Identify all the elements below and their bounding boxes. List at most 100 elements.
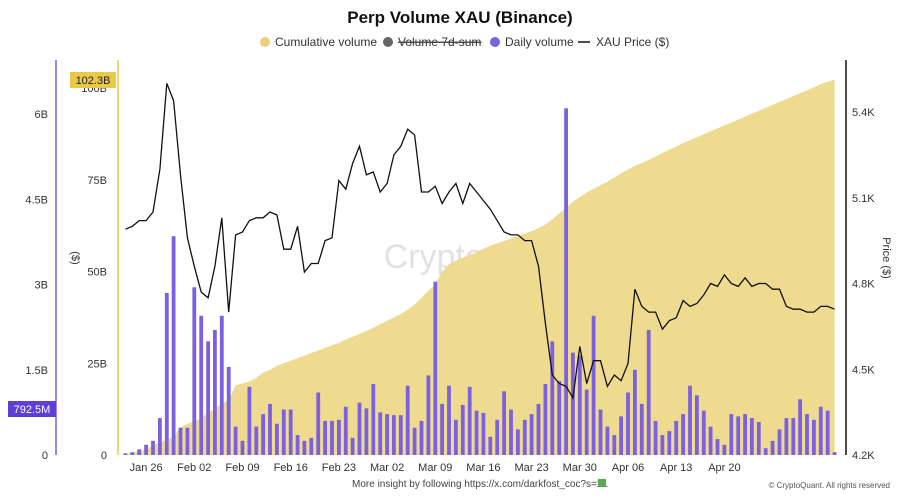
daily-bar xyxy=(543,384,548,455)
daily-bar xyxy=(577,355,582,455)
daily-bar xyxy=(695,395,699,455)
daily-bar xyxy=(571,352,575,455)
daily-bar xyxy=(398,415,403,455)
x-tick-label: Mar 23 xyxy=(514,462,548,474)
daily-bar xyxy=(185,427,190,455)
daily-bar xyxy=(832,452,837,455)
left-inner-tick-label: 0 xyxy=(101,450,107,462)
daily-bar xyxy=(206,341,210,455)
right-tick-label: 5.1K xyxy=(852,193,875,205)
money-icon xyxy=(598,479,606,487)
legend-cumulative-label[interactable]: Cumulative volume xyxy=(275,35,377,49)
daily-bar xyxy=(392,415,396,455)
daily-bar xyxy=(454,419,458,455)
cumulative-area-group xyxy=(125,79,835,455)
daily-bar xyxy=(626,392,630,455)
daily-bar xyxy=(378,412,383,455)
daily-bar xyxy=(605,426,610,455)
cumulative-badge-text: 102.3B xyxy=(76,75,111,87)
legend-daily-label[interactable]: Daily volume xyxy=(505,35,574,49)
daily-bar xyxy=(818,406,823,455)
daily-bar xyxy=(164,293,169,455)
daily-bar xyxy=(158,418,162,455)
daily-bar xyxy=(812,419,816,455)
daily-bar xyxy=(323,420,327,455)
daily-bar xyxy=(798,399,802,455)
daily-bar xyxy=(302,440,307,455)
daily-bar xyxy=(213,330,217,455)
left-outer-tick-label: 4.5B xyxy=(25,194,48,206)
left-inner-tick-label: 50B xyxy=(87,267,107,279)
price-line-group xyxy=(125,83,835,400)
daily-bar xyxy=(474,410,479,455)
daily-bar xyxy=(550,341,555,455)
daily-bar xyxy=(440,403,444,455)
daily-bar xyxy=(309,437,314,455)
daily-bar xyxy=(192,287,197,455)
daily-bar xyxy=(233,426,238,455)
left-outer-tick-label: 6B xyxy=(35,109,48,121)
legend-7d-sum-marker xyxy=(383,37,393,47)
daily-bar xyxy=(522,419,527,455)
daily-bar xyxy=(715,439,720,455)
daily-bar xyxy=(584,389,589,455)
daily-bar xyxy=(240,440,245,455)
daily-bar xyxy=(557,381,562,455)
x-ticks: Jan 26 Feb 02 Feb 09 Feb 16 Feb 23 Mar 02 Mar … xyxy=(130,462,741,474)
daily-bar xyxy=(708,426,713,455)
daily-bar xyxy=(756,422,761,455)
daily-bar xyxy=(295,435,300,455)
cumulative-badge-bg xyxy=(70,72,116,88)
daily-bar xyxy=(736,416,741,455)
daily-bar xyxy=(405,385,410,455)
left-inner-tick-label: 75B xyxy=(87,175,107,187)
daily-bar xyxy=(137,449,142,455)
left-outer-ticks: 0 1.5B 3B 4.5B 6B xyxy=(25,109,48,462)
daily-bar xyxy=(674,420,679,455)
daily-bar xyxy=(688,385,692,455)
daily-bar xyxy=(330,420,334,455)
daily-bar xyxy=(357,402,362,455)
legend-daily-marker xyxy=(490,37,500,47)
daily-bar xyxy=(763,448,768,455)
daily-bar xyxy=(509,409,513,455)
price-line xyxy=(125,83,835,400)
daily-bar xyxy=(385,414,389,455)
left-inner-tick-label: 25B xyxy=(87,358,107,370)
legend-cumulative-marker xyxy=(260,37,270,47)
daily-bar xyxy=(777,429,782,455)
daily-bar xyxy=(681,414,685,455)
daily-bar xyxy=(729,414,734,455)
x-tick-label: Apr 20 xyxy=(708,462,740,474)
daily-bar xyxy=(750,418,754,455)
chart-title: Perp Volume XAU (Binance) xyxy=(347,8,572,27)
daily-bar xyxy=(701,410,706,455)
x-tick-label: Mar 02 xyxy=(370,462,404,474)
daily-bar xyxy=(316,392,321,455)
daily-bar xyxy=(254,426,259,455)
daily-bar xyxy=(151,440,155,455)
daily-bar xyxy=(337,419,341,455)
daily-bar xyxy=(516,429,520,455)
daily-bar xyxy=(805,414,809,455)
legend-price-label[interactable]: XAU Price ($) xyxy=(596,35,669,49)
daily-badge-bg xyxy=(8,401,56,417)
left-outer-tick-label: 3B xyxy=(35,280,48,292)
cumulative-last-badge: 102.3B xyxy=(70,72,116,88)
daily-bar xyxy=(123,453,128,455)
daily-bar xyxy=(130,452,135,455)
daily-last-badge: 792.5M xyxy=(8,401,56,417)
daily-bar xyxy=(281,409,286,455)
daily-bar xyxy=(653,420,658,455)
x-tick-label: Feb 09 xyxy=(225,462,259,474)
daily-bar xyxy=(722,444,727,455)
daily-bar xyxy=(275,423,279,455)
left-outer-tick-label: 0 xyxy=(42,450,48,462)
daily-bar xyxy=(639,403,644,455)
daily-bar xyxy=(467,386,472,455)
daily-bar xyxy=(460,405,465,455)
daily-bar xyxy=(502,391,506,455)
left-outer-tick-label: 1.5B xyxy=(25,365,48,377)
daily-bar xyxy=(743,414,747,455)
